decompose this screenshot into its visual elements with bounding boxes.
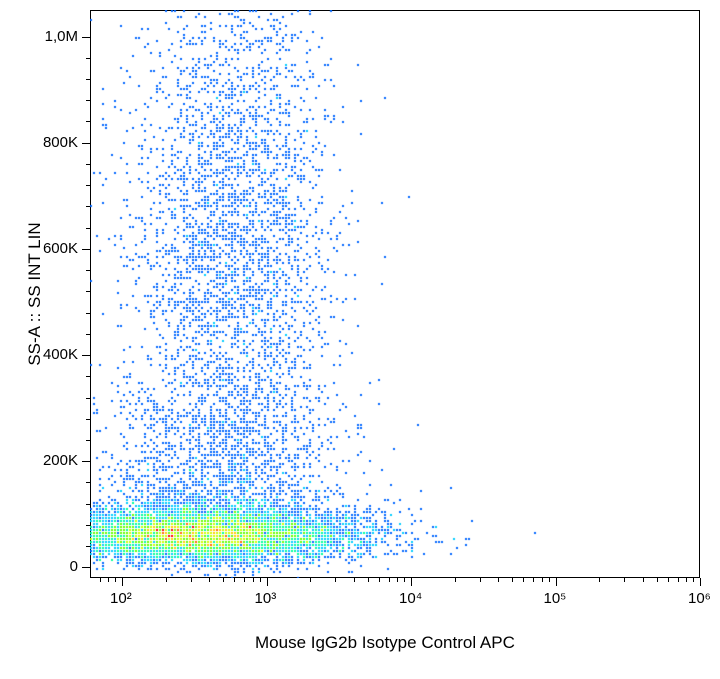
y-tick-mark (82, 249, 90, 250)
x-tick-mark (411, 578, 412, 586)
y-tick-mark (82, 567, 90, 568)
y-tick-label: 0 (70, 558, 78, 575)
flow-cytometry-chart: SS-A :: SS INT LIN Mouse IgG2b Isotype C… (0, 0, 720, 679)
x-tick-label: 10⁶ (688, 590, 711, 607)
y-tick-mark (82, 355, 90, 356)
y-tick-label: 800K (43, 134, 78, 151)
y-tick-label: 400K (43, 346, 78, 363)
x-tick-mark (556, 578, 557, 586)
x-tick-mark (700, 578, 701, 586)
x-tick-label: 10² (110, 590, 132, 607)
x-tick-label: 10⁵ (544, 590, 567, 607)
y-tick-label: 1,0M (45, 28, 78, 45)
x-tick-label: 10³ (255, 590, 277, 607)
x-axis-label: Mouse IgG2b Isotype Control APC (255, 633, 515, 653)
y-tick-label: 200K (43, 452, 78, 469)
x-tick-mark (267, 578, 268, 586)
x-tick-label: 10⁴ (399, 590, 422, 607)
y-tick-mark (82, 143, 90, 144)
y-tick-mark (82, 461, 90, 462)
x-tick-mark (122, 578, 123, 586)
y-tick-label: 600K (43, 240, 78, 257)
density-scatter (90, 10, 700, 578)
y-tick-mark (82, 37, 90, 38)
